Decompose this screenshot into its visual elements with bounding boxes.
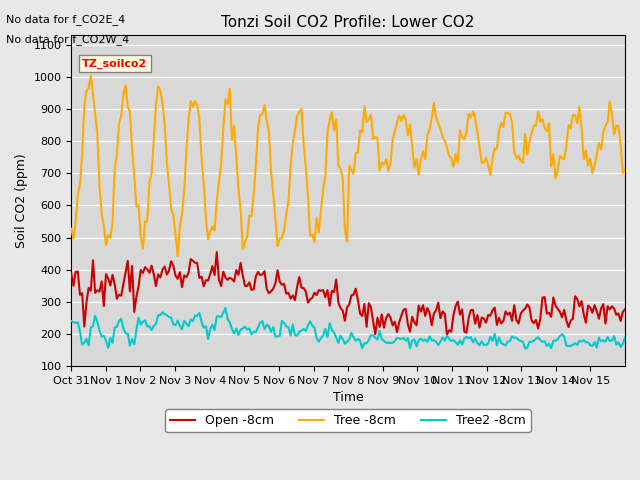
Y-axis label: Soil CO2 (ppm): Soil CO2 (ppm) (15, 153, 28, 248)
Legend: Open -8cm, Tree -8cm, Tree2 -8cm: Open -8cm, Tree -8cm, Tree2 -8cm (165, 409, 531, 432)
X-axis label: Time: Time (333, 391, 364, 404)
Title: Tonzi Soil CO2 Profile: Lower CO2: Tonzi Soil CO2 Profile: Lower CO2 (221, 15, 475, 30)
Text: No data for f_CO2E_4: No data for f_CO2E_4 (6, 14, 125, 25)
Text: TZ_soilco2: TZ_soilco2 (83, 59, 148, 69)
Text: No data for f_CO2W_4: No data for f_CO2W_4 (6, 34, 130, 45)
